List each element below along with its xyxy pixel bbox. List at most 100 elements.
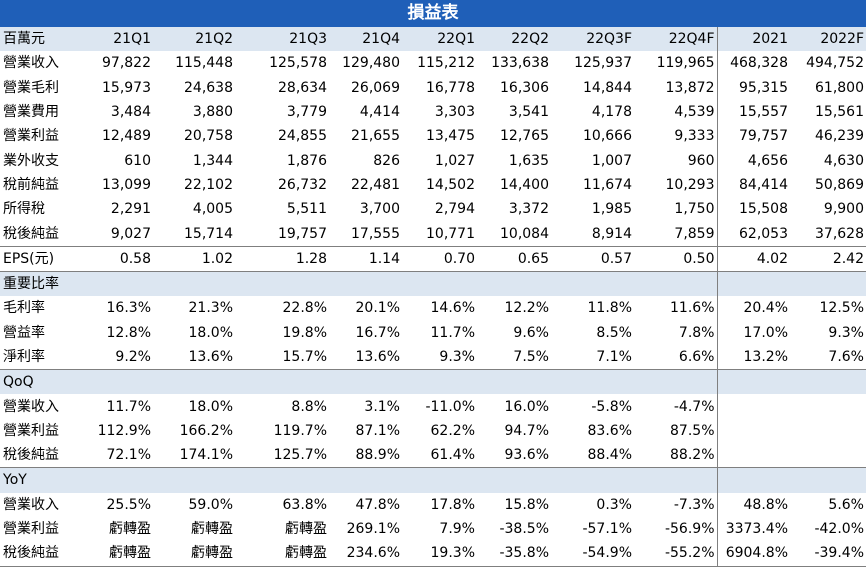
- table-row: 稅後純益 72.1% 174.1% 125.7% 88.9% 61.4% 93.6% 88.4…: [0, 443, 866, 468]
- value-cell: 17.8%: [430, 496, 475, 513]
- value-cell: 7,859: [674, 225, 715, 242]
- value-cell: 87.1%: [355, 422, 400, 439]
- table-row: 業外收支 610 1,344 1,876 826 1,027 1,635 1,007 960 4,…: [0, 148, 866, 173]
- value-cell: 16,306: [500, 79, 549, 96]
- value-cell: 13,099: [102, 176, 151, 193]
- section-title: 重要比率: [0, 270, 717, 297]
- section-annual-blank: [716, 270, 866, 297]
- value-cell: 115,212: [417, 55, 475, 72]
- value-cell: 虧轉盈: [285, 521, 327, 538]
- column-header: 22Q4F: [634, 27, 717, 52]
- value-cell: 95,315: [716, 75, 790, 100]
- table-row: 毛利率 16.3% 21.3% 22.8% 20.1% 14.6% 12.2% 11.8% 11…: [0, 296, 866, 321]
- value-cell: [716, 443, 790, 468]
- row-label: 營益率: [3, 324, 45, 341]
- value-cell: 269.1%: [346, 521, 400, 538]
- value-cell: 虧轉盈: [191, 521, 233, 538]
- value-cell: 119.7%: [273, 422, 327, 439]
- value-cell: 10,771: [426, 225, 475, 242]
- value-cell: 3,303: [434, 104, 475, 121]
- value-cell: 960: [687, 152, 715, 169]
- unit-label: 百萬元: [0, 27, 74, 52]
- value-cell: 15.7%: [282, 349, 327, 365]
- value-cell: 15,557: [716, 99, 790, 125]
- value-cell: 9,333: [674, 128, 715, 145]
- value-cell: 46,239: [815, 128, 864, 145]
- value-cell: 125.7%: [273, 447, 327, 464]
- value-cell: 11,674: [583, 176, 632, 193]
- value-cell: 4,178: [591, 104, 632, 121]
- value-cell: 112.9%: [97, 422, 151, 439]
- row-label: 稅後純益: [0, 541, 74, 567]
- value-cell: 48.8%: [716, 492, 790, 517]
- row-label: 營業利益: [3, 521, 59, 538]
- value-cell: 0.70: [402, 245, 477, 272]
- value-cell: 1,635: [508, 152, 549, 169]
- value-cell: 4,005: [192, 201, 233, 218]
- value-cell: 0.58: [74, 245, 153, 272]
- value-cell: 37,628: [815, 225, 864, 242]
- value-cell: 63.8%: [282, 496, 327, 513]
- value-cell: 119,965: [656, 55, 715, 72]
- section-header-row: YoY: [0, 467, 866, 493]
- value-cell: 9.3%: [828, 324, 864, 341]
- value-cell: 24,855: [278, 128, 327, 145]
- column-header: 2022F: [790, 27, 866, 52]
- value-cell: 9,900: [823, 201, 864, 218]
- value-cell: 9,027: [110, 225, 151, 242]
- column-header: 22Q1: [402, 27, 477, 52]
- value-cell: 3,541: [508, 104, 549, 121]
- value-cell: 0.50: [634, 245, 717, 272]
- value-cell: 826: [373, 152, 400, 169]
- value-cell: 13.2%: [716, 344, 790, 370]
- value-cell: 1.14: [329, 245, 402, 272]
- value-cell: 12.5%: [819, 300, 864, 317]
- value-cell: 12.2%: [504, 300, 549, 317]
- value-cell: 72.1%: [106, 447, 151, 464]
- value-cell: 10,666: [583, 128, 632, 145]
- eps-row: EPS(元) 0.58 1.02 1.28 1.14 0.70 0.65 0.57 0.50 4.…: [0, 245, 866, 272]
- value-cell: 87.5%: [670, 422, 715, 439]
- value-cell: 21.3%: [188, 300, 233, 317]
- value-cell: 0.65: [477, 245, 551, 272]
- value-cell: 虧轉盈: [74, 541, 153, 567]
- value-cell: 7.5%: [513, 349, 549, 365]
- value-cell: 1,985: [591, 201, 632, 218]
- row-label: 營業費用: [3, 104, 59, 121]
- value-cell: 166.2%: [179, 422, 233, 439]
- value-cell: 1.02: [153, 245, 235, 272]
- value-cell: 14.6%: [430, 300, 475, 317]
- table-row: 營業利益 112.9% 166.2% 119.7% 87.1% 62.2% 94.7% 83.…: [0, 418, 866, 444]
- value-cell: 133,638: [491, 55, 549, 72]
- row-label: 營業利益: [3, 422, 59, 439]
- value-cell: 174.1%: [179, 447, 233, 464]
- value-cell: -39.4%: [790, 541, 866, 567]
- row-label: 稅後純益: [3, 225, 59, 242]
- value-cell: 2.42: [790, 245, 866, 272]
- value-cell: 62.2%: [430, 422, 475, 439]
- value-cell: 15.8%: [504, 496, 549, 513]
- value-cell: 494,752: [806, 55, 864, 72]
- value-cell: 虧轉盈: [235, 541, 329, 567]
- value-cell: 50,869: [815, 176, 864, 193]
- column-header: 21Q2: [153, 27, 235, 52]
- value-cell: 1,007: [591, 152, 632, 169]
- value-cell: 16.7%: [355, 324, 400, 341]
- table-row: 營益率 12.8% 18.0% 19.8% 16.7% 11.7% 9.6% 8.5% 7.8%…: [0, 320, 866, 345]
- value-cell: 97,822: [102, 55, 151, 72]
- value-cell: 20.4%: [716, 296, 790, 321]
- value-cell: 6904.8%: [716, 541, 790, 567]
- table-row: 營業利益 虧轉盈 虧轉盈 虧轉盈 269.1% 7.9% -38.5% -57.1% -56.9…: [0, 516, 866, 542]
- income-statement-table: 百萬元 21Q1 21Q2 21Q3 21Q4 22Q1 22Q2 22Q3F 22Q4F 202…: [0, 27, 866, 567]
- row-label: 毛利率: [3, 300, 45, 317]
- row-label: 營業收入: [3, 55, 59, 72]
- value-cell: 7.1%: [596, 349, 632, 365]
- value-cell: 129,480: [342, 55, 400, 72]
- value-cell: [790, 419, 866, 443]
- value-cell: 17,555: [351, 225, 400, 242]
- value-cell: 1,876: [286, 152, 327, 169]
- section-title: QoQ: [0, 369, 717, 395]
- row-label: 業外收支: [3, 152, 59, 169]
- column-header: 21Q3: [235, 27, 329, 52]
- value-cell: 84,414: [716, 172, 790, 198]
